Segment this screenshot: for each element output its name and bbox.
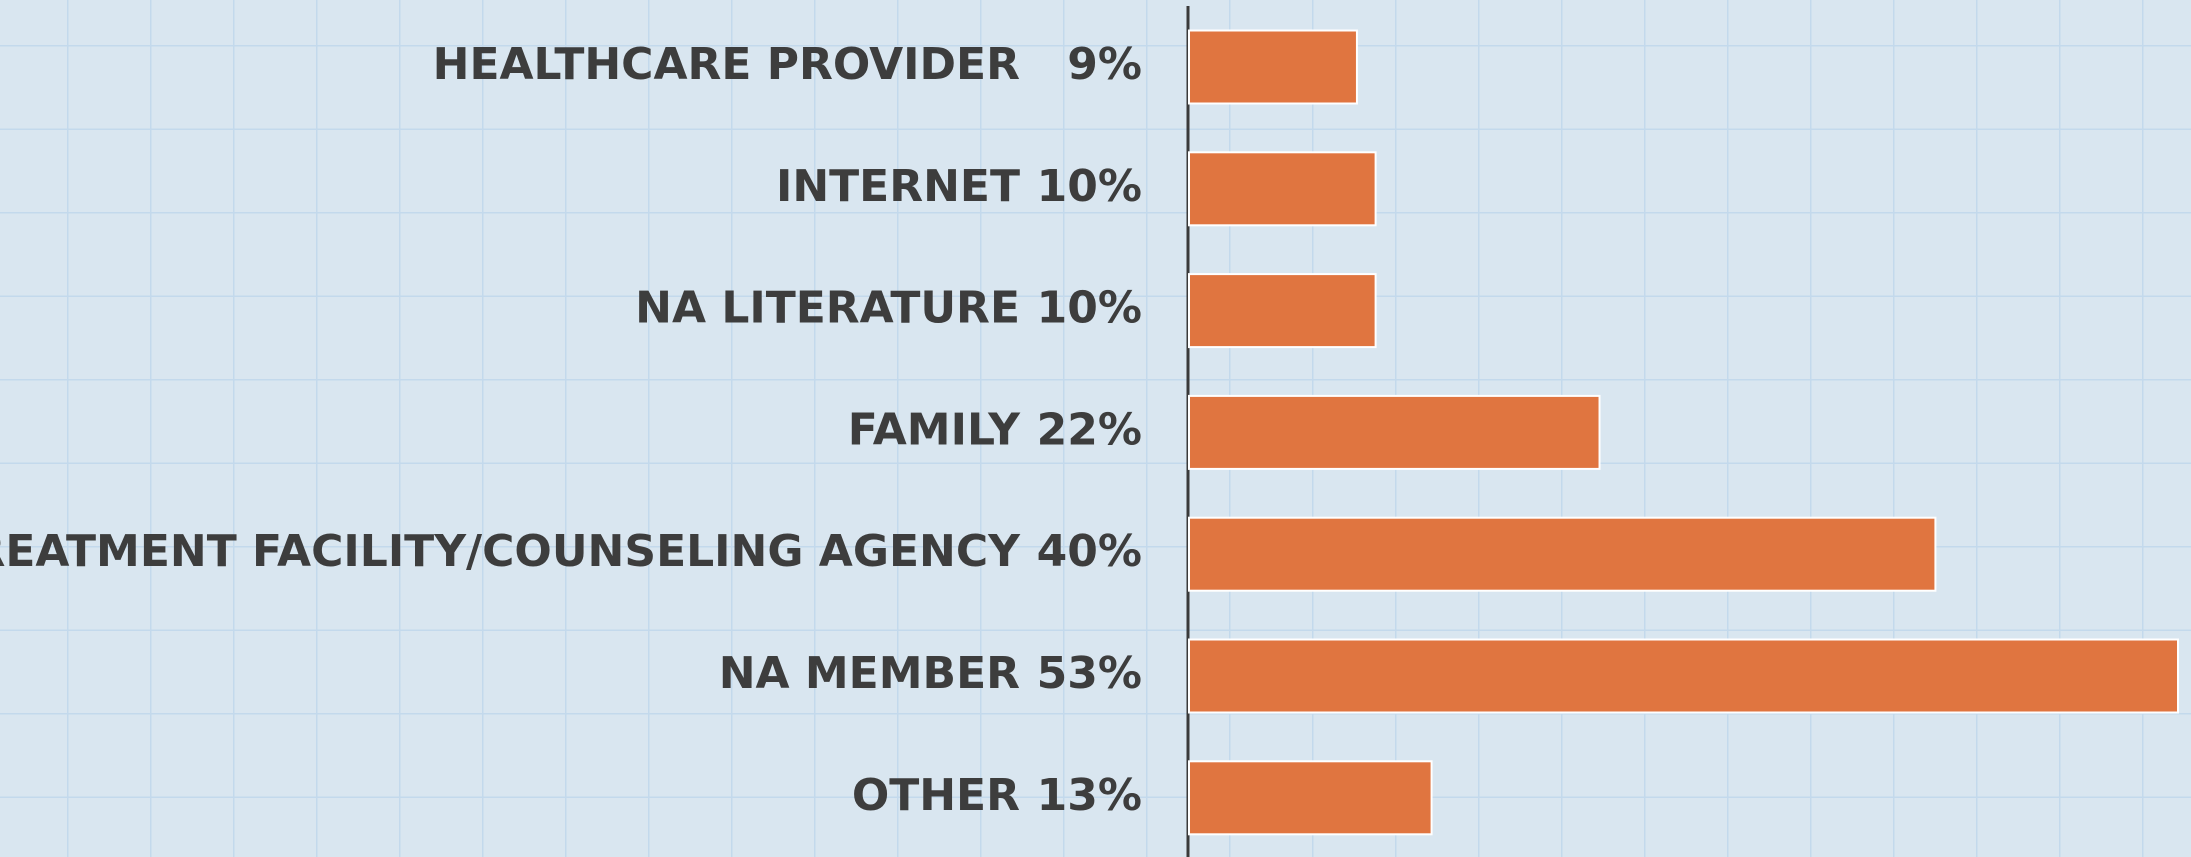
bar	[1188, 394, 1601, 470]
bar	[1188, 760, 1433, 836]
value-label: 13%	[1037, 770, 1142, 821]
value-label: 40%	[1037, 526, 1142, 577]
bar	[1188, 273, 1377, 349]
bar	[1188, 151, 1377, 227]
bar	[1188, 516, 1937, 592]
value-label: 10%	[1037, 161, 1142, 212]
category-label: TREATMENT FACILITY/COUNSELING AGENCY	[0, 526, 1021, 577]
category-label: FAMILY	[848, 404, 1021, 455]
value-label: 10%	[1037, 283, 1142, 334]
category-label: NA LITERATURE	[635, 283, 1020, 334]
category-label: INTERNET	[776, 161, 1020, 212]
category-label: HEALTHCARE PROVIDER	[433, 39, 1020, 90]
bar	[1188, 638, 2179, 714]
bar	[1188, 29, 1358, 105]
category-label: NA MEMBER	[719, 648, 1020, 699]
value-label: 9%	[1067, 39, 1142, 90]
value-label: 53%	[1037, 648, 1142, 699]
category-label: OTHER	[852, 770, 1020, 821]
value-label: 22%	[1037, 404, 1142, 455]
